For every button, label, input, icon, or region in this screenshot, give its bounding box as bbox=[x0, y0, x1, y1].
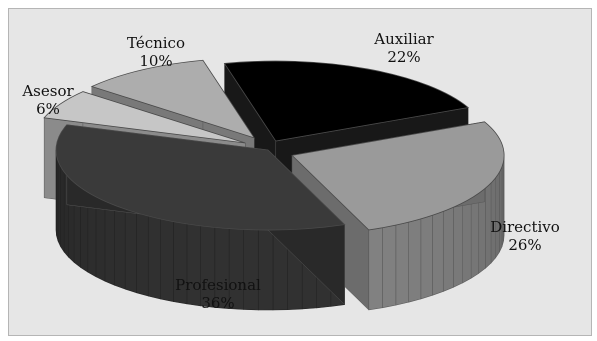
slice-value-asesor: 6% bbox=[36, 100, 60, 118]
slice-label-profesional: Profesional bbox=[175, 276, 261, 294]
slice-value-auxiliar: 22% bbox=[387, 48, 420, 66]
pie-slice-top bbox=[223, 60, 470, 142]
pie-slice-side bbox=[114, 204, 126, 290]
pie-slice-side bbox=[257, 229, 274, 311]
pie-slice-side bbox=[160, 218, 174, 302]
pie-slice-top bbox=[291, 121, 505, 231]
slice-label-tcnico: Técnico bbox=[127, 34, 185, 52]
pie-slice-side bbox=[124, 208, 137, 294]
pie-slice-top bbox=[90, 59, 256, 139]
pie-slice-side bbox=[408, 218, 422, 303]
slice-label-directivo: Directivo bbox=[490, 218, 560, 236]
pie-slice-side bbox=[243, 229, 259, 311]
pie-slice-side bbox=[368, 227, 383, 311]
pie-slice-side bbox=[147, 215, 161, 300]
pie-slice-side bbox=[470, 192, 480, 279]
pie-slice-side bbox=[395, 221, 409, 306]
slice-value-tcnico: 10% bbox=[139, 52, 172, 70]
pie-slice-side bbox=[57, 160, 61, 247]
pie-slice-side bbox=[382, 224, 397, 309]
slice-value-directivo: 26% bbox=[508, 236, 541, 254]
pie-slice-side bbox=[495, 171, 500, 259]
pie-slice-side bbox=[442, 206, 454, 292]
slice-label-asesor: Asesor bbox=[21, 82, 74, 100]
pie-slice-top bbox=[43, 91, 246, 144]
pie-slice-side bbox=[104, 200, 115, 286]
slice-value-profesional: 36% bbox=[201, 294, 234, 312]
pie-slice-side bbox=[60, 165, 65, 253]
pie-slice-side bbox=[453, 202, 463, 288]
pie-slice-side bbox=[136, 212, 149, 297]
pie-slice-side bbox=[55, 149, 57, 236]
pie-slice-side bbox=[432, 211, 444, 296]
slice-label-auxiliar: Auxiliar bbox=[373, 30, 434, 48]
pie-slice-top bbox=[55, 124, 346, 231]
pie-slice-side bbox=[420, 214, 433, 300]
pie-slice-profesional bbox=[55, 124, 346, 311]
pie-slice-side bbox=[499, 166, 503, 253]
pie-slice-side bbox=[462, 197, 472, 284]
